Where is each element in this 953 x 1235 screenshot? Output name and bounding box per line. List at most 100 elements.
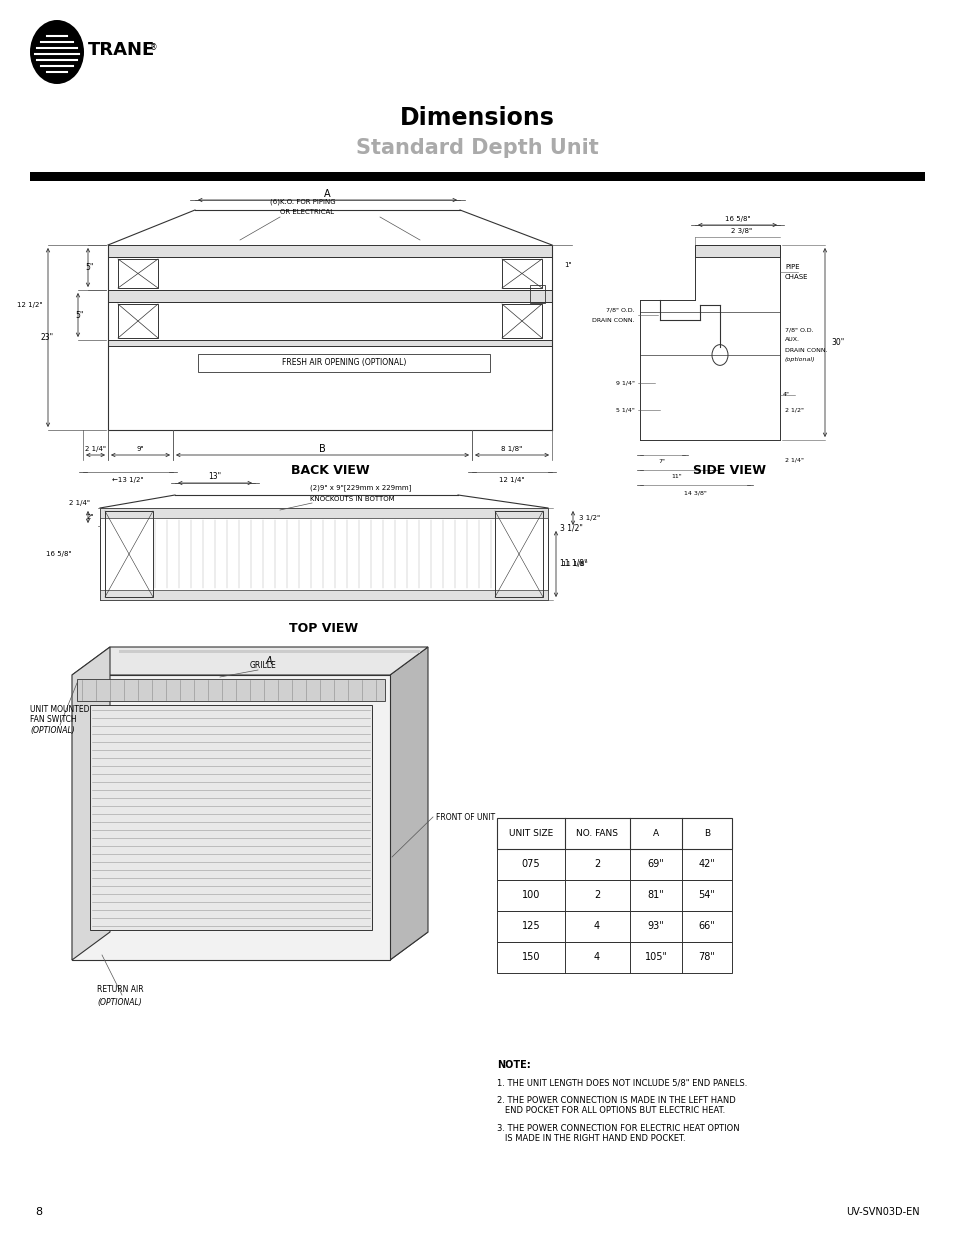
Bar — [497, 818, 731, 848]
Text: ®: ® — [150, 43, 157, 52]
Text: 11 1/8": 11 1/8" — [561, 561, 587, 567]
Text: 5": 5" — [86, 263, 94, 272]
Polygon shape — [71, 647, 110, 960]
Text: 150: 150 — [521, 952, 539, 962]
Text: (OPTIONAL): (OPTIONAL) — [30, 725, 74, 735]
Text: 13": 13" — [208, 473, 221, 482]
Text: 23": 23" — [41, 333, 54, 342]
Text: 2 3/8": 2 3/8" — [731, 228, 752, 233]
Text: (OPTIONAL): (OPTIONAL) — [97, 998, 142, 1007]
Bar — [90, 705, 372, 930]
Text: A: A — [265, 656, 272, 666]
Text: 4": 4" — [782, 393, 789, 398]
Text: DRAIN CONN.: DRAIN CONN. — [784, 347, 827, 352]
Text: IS MADE IN THE RIGHT HAND END POCKET.: IS MADE IN THE RIGHT HAND END POCKET. — [497, 1134, 685, 1144]
Text: 5 1/4": 5 1/4" — [616, 408, 635, 412]
Text: A: A — [652, 829, 659, 837]
Bar — [108, 303, 552, 340]
Text: TRANE: TRANE — [88, 41, 155, 59]
Polygon shape — [71, 676, 390, 960]
Text: 9": 9" — [136, 446, 144, 452]
Text: NO. FANS: NO. FANS — [576, 829, 618, 837]
Text: 4: 4 — [594, 921, 599, 931]
Text: END POCKET FOR ALL OPTIONS BUT ELECTRIC HEAT.: END POCKET FOR ALL OPTIONS BUT ELECTRIC … — [497, 1107, 724, 1115]
Bar — [100, 590, 547, 600]
Bar — [497, 911, 731, 942]
Text: 16 5/8": 16 5/8" — [724, 216, 749, 222]
Text: KNOCKOUTS IN BOTTOM: KNOCKOUTS IN BOTTOM — [310, 496, 395, 501]
Bar — [30, 172, 924, 182]
Text: 81": 81" — [647, 890, 663, 900]
Bar — [530, 285, 544, 303]
Text: 42": 42" — [698, 860, 715, 869]
Text: 4: 4 — [594, 952, 599, 962]
Text: FRESH AIR OPENING (OPTIONAL): FRESH AIR OPENING (OPTIONAL) — [281, 358, 406, 368]
Bar — [100, 508, 547, 517]
Text: 2 1/4": 2 1/4" — [69, 500, 90, 506]
Bar — [77, 679, 385, 701]
Text: 8 1/8": 8 1/8" — [501, 446, 522, 452]
Text: 7/8" O.D.: 7/8" O.D. — [606, 308, 635, 312]
Text: 12 1/4": 12 1/4" — [498, 477, 524, 483]
Polygon shape — [71, 932, 428, 960]
Text: GRILLE: GRILLE — [250, 661, 276, 669]
Text: SIDE VIEW: SIDE VIEW — [693, 463, 765, 477]
Text: 78": 78" — [698, 952, 715, 962]
Text: 14 3/8": 14 3/8" — [683, 490, 706, 495]
Bar — [501, 259, 541, 288]
Text: DRAIN CONN.: DRAIN CONN. — [592, 319, 635, 324]
Text: 2: 2 — [594, 890, 599, 900]
Bar — [108, 245, 552, 257]
Text: 5": 5" — [75, 310, 84, 320]
Text: 3 1/2": 3 1/2" — [559, 524, 582, 532]
Text: B: B — [319, 445, 326, 454]
Bar — [497, 848, 731, 881]
Text: 11 1/8": 11 1/8" — [559, 558, 587, 568]
Bar — [108, 346, 552, 430]
Bar — [198, 354, 490, 372]
Text: UNIT SIZE: UNIT SIZE — [508, 829, 553, 837]
Text: (6)K.O. FOR PIPING: (6)K.O. FOR PIPING — [270, 199, 335, 205]
Text: B: B — [703, 829, 709, 837]
Text: 11": 11" — [671, 474, 681, 479]
Text: A: A — [324, 189, 331, 199]
Bar — [100, 508, 547, 600]
Text: 075: 075 — [521, 860, 539, 869]
Text: 1. THE UNIT LENGTH DOES NOT INCLUDE 5/8" END PANELS.: 1. THE UNIT LENGTH DOES NOT INCLUDE 5/8"… — [497, 1078, 746, 1087]
Bar — [497, 942, 731, 973]
Polygon shape — [390, 647, 428, 960]
Text: 9 1/4": 9 1/4" — [616, 380, 635, 385]
Text: 2: 2 — [594, 860, 599, 869]
Ellipse shape — [30, 20, 84, 84]
Text: 8: 8 — [35, 1207, 42, 1216]
Text: 3 1/2": 3 1/2" — [578, 515, 599, 521]
Bar — [501, 304, 541, 338]
Text: AUX.: AUX. — [784, 337, 800, 342]
Text: 12 1/2": 12 1/2" — [17, 303, 43, 308]
Text: 93": 93" — [647, 921, 663, 931]
Text: FAN SWITCH: FAN SWITCH — [30, 715, 76, 725]
Polygon shape — [71, 647, 428, 676]
Text: RETURN AIR: RETURN AIR — [97, 986, 144, 994]
Text: BACK VIEW: BACK VIEW — [291, 463, 369, 477]
Bar — [108, 340, 552, 346]
Text: 125: 125 — [521, 921, 539, 931]
Bar — [108, 257, 552, 290]
Text: 2. THE POWER CONNECTION IS MADE IN THE LEFT HAND: 2. THE POWER CONNECTION IS MADE IN THE L… — [497, 1095, 735, 1105]
Text: 2 1/4": 2 1/4" — [85, 446, 106, 452]
Text: 54": 54" — [698, 890, 715, 900]
Bar — [118, 259, 158, 288]
Text: 105": 105" — [644, 952, 667, 962]
Text: NOTE:: NOTE: — [497, 1060, 530, 1070]
Text: PIPE: PIPE — [784, 264, 799, 270]
Text: 3. THE POWER CONNECTION FOR ELECTRIC HEAT OPTION: 3. THE POWER CONNECTION FOR ELECTRIC HEA… — [497, 1124, 739, 1132]
Bar — [695, 245, 780, 257]
Text: FRONT OF UNIT: FRONT OF UNIT — [436, 813, 495, 821]
Text: UV-SVN03D-EN: UV-SVN03D-EN — [845, 1207, 919, 1216]
Text: Standard Depth Unit: Standard Depth Unit — [355, 138, 598, 158]
Bar — [495, 511, 542, 597]
Text: Dimensions: Dimensions — [399, 106, 554, 130]
Text: ←13 1/2": ←13 1/2" — [112, 477, 144, 483]
Bar — [497, 881, 731, 911]
Text: 69": 69" — [647, 860, 663, 869]
